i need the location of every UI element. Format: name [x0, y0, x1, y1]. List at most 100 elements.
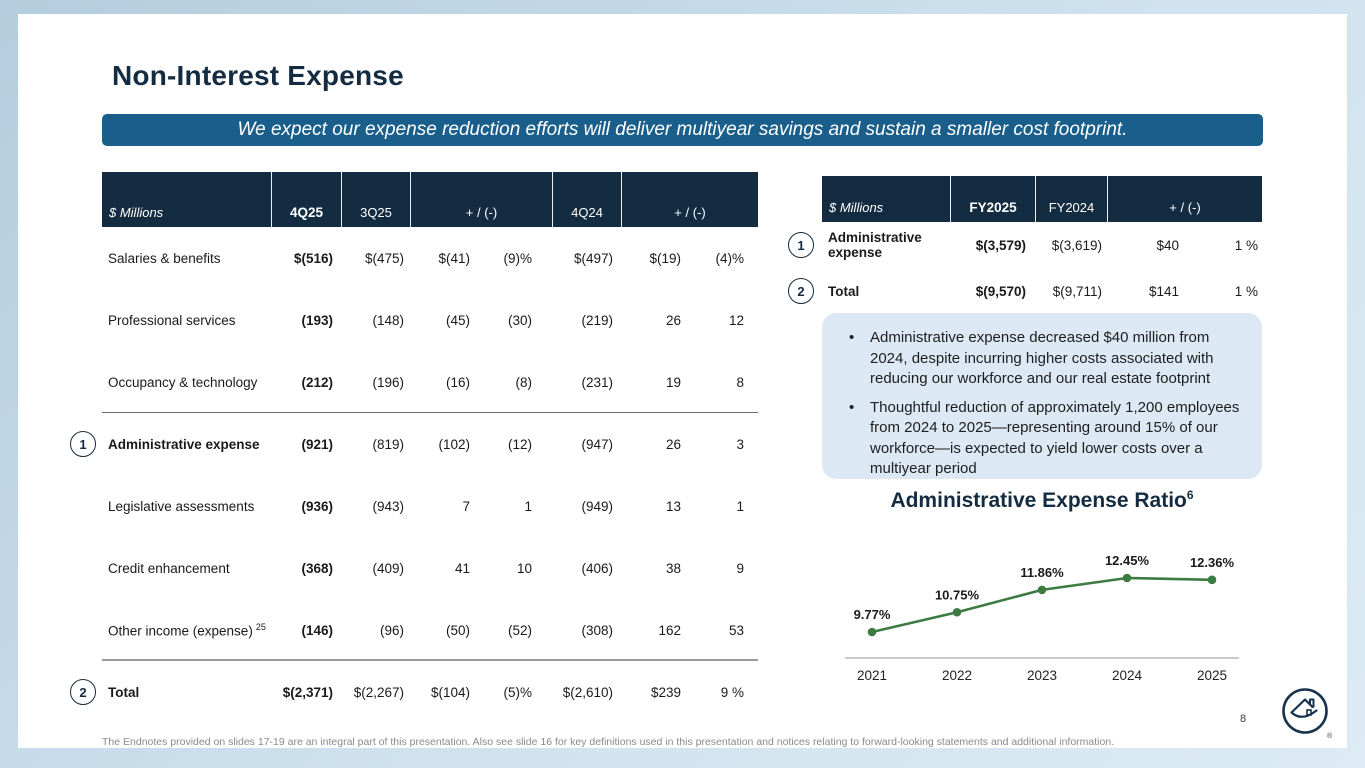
- svg-text:®: ®: [1327, 732, 1332, 740]
- x-axis-tick-label: 2021: [857, 668, 887, 683]
- cell-value: (943): [372, 498, 404, 514]
- row-label: Total: [108, 684, 140, 700]
- commentary-bullet: Administrative expense decreased $40 mil…: [822, 328, 1250, 390]
- table-row: Professional services (193) (148) (45) (30) (…: [102, 289, 758, 351]
- data-point: [1122, 573, 1132, 583]
- cell-value: 38: [665, 560, 681, 576]
- cell-value: (921): [301, 436, 333, 452]
- cell-value: (102): [438, 436, 470, 452]
- row-label: Legislative assessments: [108, 498, 255, 514]
- cell-value: (16): [445, 374, 470, 390]
- cell-value: $(19): [649, 250, 681, 266]
- cell-value: 8: [736, 374, 744, 390]
- row-label: Professional services: [108, 312, 236, 328]
- cell-value: $(497): [573, 250, 613, 266]
- cell-value: $141: [1148, 283, 1179, 299]
- annual-table-body: 1 Administrative expense $(3,579) $(3,619) $…: [788, 222, 1262, 314]
- slide-title: Non-Interest Expense: [112, 60, 404, 91]
- cell-value: 9: [736, 560, 744, 576]
- data-point-label: 12.45%: [1105, 553, 1150, 568]
- col-header-fy2024: FY2024: [1035, 176, 1107, 222]
- col-header-fy2025: FY2025: [950, 176, 1035, 222]
- col-header-unit: $ Millions: [829, 200, 884, 215]
- cell-value: 1: [736, 498, 744, 514]
- cell-value: $(3,619): [1051, 237, 1102, 253]
- cell-value: (52): [507, 622, 532, 638]
- cell-value: 41: [454, 560, 470, 576]
- cell-value: 26: [665, 312, 681, 328]
- data-point: [1207, 575, 1217, 585]
- cell-value: (406): [581, 560, 613, 576]
- cell-value: $(9,570): [975, 283, 1026, 299]
- slide: Non-Interest Expense We expect our expen…: [18, 14, 1347, 748]
- table-row: Occupancy & technology (212) (196) (16) (8) (…: [102, 351, 758, 413]
- col-header-change-qoq: + / (-): [410, 172, 552, 227]
- cell-value: (9)%: [503, 250, 532, 266]
- x-axis-tick-label: 2024: [1112, 668, 1143, 683]
- cell-value: (45): [445, 312, 470, 328]
- cell-value: $(41): [438, 250, 470, 266]
- row-label: Administrative expense: [108, 436, 260, 452]
- table-row: Credit enhancement (368) (409) 41 10 (406) 38 9: [102, 537, 758, 599]
- banner-text: We expect our expense reduction efforts …: [237, 119, 1128, 140]
- cell-value: 9 %: [720, 684, 744, 700]
- cell-value: (193): [301, 312, 333, 328]
- cell-value: 3: [736, 436, 744, 452]
- cell-value: $(9,711): [1052, 283, 1102, 299]
- col-header-4q25: 4Q25: [271, 172, 341, 227]
- col-header-change: + / (-): [1107, 176, 1262, 222]
- cell-value: (12): [507, 436, 532, 452]
- cell-value: 12: [728, 312, 744, 328]
- table-row: Legislative assessments (936) (943) 7 1 (949)…: [102, 475, 758, 537]
- data-point-label: 11.86%: [1020, 565, 1064, 580]
- row-label: Other income (expense) 25: [108, 621, 266, 639]
- col-header-3q25: 3Q25: [341, 172, 410, 227]
- cell-value: (8): [515, 374, 533, 390]
- chart-title-endnote-ref: 6: [1186, 488, 1194, 502]
- cell-value: (947): [581, 436, 613, 452]
- data-point: [1037, 585, 1047, 595]
- cell-value: $(3,579): [975, 237, 1026, 253]
- quarterly-table-header: $ Millions 4Q25 3Q25 + / (-) 4Q24 + / (-…: [102, 172, 758, 227]
- data-point: [952, 607, 962, 617]
- cell-value: 13: [665, 498, 681, 514]
- data-point-label: 10.75%: [935, 587, 980, 602]
- table-row: 2 Total $(2,371) $(2,267) $(104) (5)% $(2,610)…: [70, 661, 758, 723]
- col-header-unit: $ Millions: [109, 205, 164, 220]
- cell-value: $(475): [364, 250, 404, 266]
- cell-value: $(104): [430, 684, 470, 700]
- table-row: 2 Total $(9,570) $(9,711) $141 1 %: [788, 268, 1262, 314]
- cell-value: (212): [301, 374, 333, 390]
- data-point-label: 9.77%: [854, 607, 891, 622]
- cell-value: (148): [372, 312, 404, 328]
- x-axis-tick-label: 2023: [1027, 668, 1057, 683]
- cell-value: 7: [462, 498, 470, 514]
- cell-value: (146): [301, 622, 333, 638]
- cell-value: 10: [516, 560, 532, 576]
- cell-value: (30): [507, 312, 532, 328]
- row-marker-circle: 2: [788, 278, 814, 304]
- commentary-box: Administrative expense decreased $40 mil…: [822, 313, 1262, 479]
- table-row: Salaries & benefits $(516) $(475) $(41) (9)%…: [102, 227, 758, 289]
- cell-value: (308): [581, 622, 613, 638]
- cell-value: (409): [372, 560, 404, 576]
- cell-value: (5)%: [503, 684, 532, 700]
- table-row: 1 Administrative expense $(3,579) $(3,619) $…: [788, 222, 1262, 268]
- cell-value: (96): [379, 622, 404, 638]
- cell-value: (231): [581, 374, 613, 390]
- data-point: [867, 627, 877, 637]
- endnotes-footnote: The Endnotes provided on slides 17-19 ar…: [102, 736, 1115, 748]
- cell-value: 19: [665, 374, 681, 390]
- endnote-ref: 25: [255, 621, 266, 632]
- cell-value: $(516): [293, 250, 333, 266]
- row-label: Salaries & benefits: [108, 250, 221, 266]
- row-label: Total: [828, 283, 860, 299]
- x-axis-tick-label: 2025: [1197, 668, 1227, 683]
- quarterly-table-body: Salaries & benefits $(516) $(475) $(41) (9)%…: [70, 227, 758, 723]
- row-marker-circle: 1: [788, 232, 814, 258]
- cell-value: $(2,267): [353, 684, 404, 700]
- row-label: Credit enhancement: [108, 560, 230, 576]
- cell-value: $(2,371): [282, 684, 333, 700]
- cell-value: (936): [301, 498, 333, 514]
